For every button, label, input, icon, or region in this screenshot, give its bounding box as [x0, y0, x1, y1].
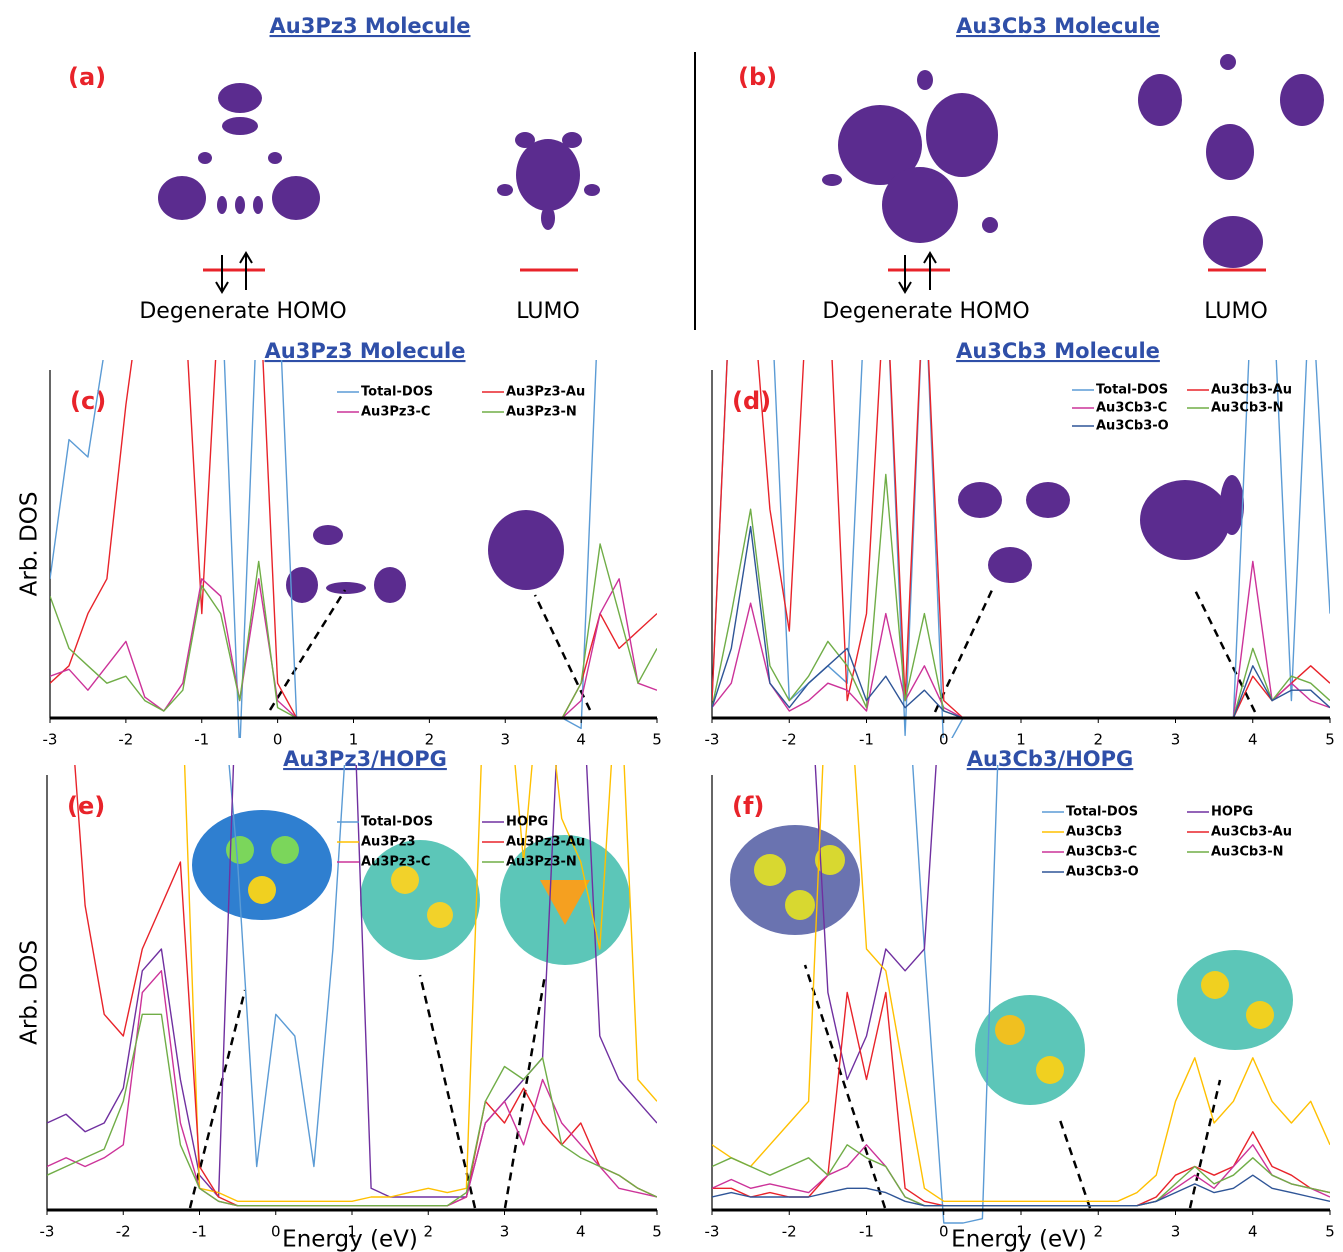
- x-tick-label: 0: [939, 1223, 949, 1241]
- homo-orbital: [158, 83, 320, 220]
- legend-label: Au3Cb3-Au: [1211, 825, 1292, 840]
- x-tick-label: 1: [1016, 731, 1026, 749]
- x-tick-label: -2: [118, 731, 133, 749]
- legend-label: Au3Pz3-N: [506, 855, 577, 870]
- chart-title: Au3Pz3 Molecule: [265, 339, 466, 363]
- chart-title: Au3Cb3/HOPG: [967, 747, 1134, 771]
- x-tick-label: 2: [423, 1223, 433, 1241]
- legend-label: Total-DOS: [361, 815, 433, 830]
- legend-label: Total-DOS: [1066, 805, 1138, 820]
- legend-label: Au3Pz3: [361, 835, 416, 850]
- x-tick-label: 0: [273, 731, 283, 749]
- panel-title: Au3Cb3 Molecule: [956, 14, 1160, 38]
- x-tick-label: 3: [500, 1223, 510, 1241]
- legend-label: Au3Pz3-Au: [506, 835, 585, 850]
- x-tick-label: 2: [1093, 1223, 1103, 1241]
- x-tick-label: -2: [116, 1223, 131, 1241]
- x-tick-label: -3: [705, 731, 720, 749]
- legend-label: Au3Cb3-O: [1096, 419, 1169, 434]
- x-tick-label: 0: [271, 1223, 281, 1241]
- x-tick-label: 1: [349, 731, 359, 749]
- x-tick-label: 3: [1171, 1223, 1181, 1241]
- x-tick-label: 5: [652, 731, 662, 749]
- lumo-orbital: [497, 132, 600, 230]
- lumo-orbital: [1138, 54, 1324, 268]
- legend-label: Au3Cb3-N: [1211, 401, 1284, 416]
- legend-label: Au3Cb3-C: [1066, 845, 1137, 860]
- x-tick-label: 3: [500, 731, 510, 749]
- x-tick-label: -1: [194, 731, 209, 749]
- chart-title: Au3Pz3/HOPG: [283, 747, 447, 771]
- spin-arrows: [899, 253, 936, 292]
- x-tick-label: 1: [1016, 1223, 1026, 1241]
- inset-orbital: [286, 475, 1244, 603]
- orbital-label: LUMO: [516, 299, 580, 324]
- legend-label: Total-DOS: [361, 385, 433, 400]
- legend-label: Au3Cb3-N: [1211, 845, 1284, 860]
- x-tick-label: -2: [782, 1223, 797, 1241]
- dos-line: [50, 579, 657, 718]
- dos-line: [50, 544, 657, 718]
- x-tick-label: -1: [859, 1223, 874, 1241]
- legend-label: HOPG: [506, 815, 548, 830]
- x-tick-label: 1: [347, 1223, 357, 1241]
- y-axis-label: Arb. DOS: [17, 940, 43, 1045]
- inset-arrows: [190, 590, 1255, 1208]
- orbital-label: Degenerate HOMO: [822, 299, 1029, 324]
- panel-title: Au3Pz3 Molecule: [270, 14, 471, 38]
- x-tick-label: 0: [939, 731, 949, 749]
- panel-label: (b): [738, 63, 777, 91]
- spin-arrows: [216, 253, 252, 292]
- dos-line: [47, 1014, 657, 1205]
- x-tick-label: 2: [1093, 731, 1103, 749]
- dos-line: [47, 971, 657, 1206]
- x-tick-label: -2: [782, 731, 797, 749]
- x-tick-label: -3: [705, 1223, 720, 1241]
- panel-label: (a): [68, 63, 106, 91]
- x-tick-label: 4: [1248, 731, 1258, 749]
- legend-label: Au3Pz3-C: [361, 855, 430, 870]
- legend-label: Au3Cb3: [1066, 825, 1122, 840]
- dos-line: [50, 266, 657, 718]
- x-tick-label: 5: [652, 1223, 662, 1241]
- x-tick-label: 5: [1325, 731, 1335, 749]
- x-tick-label: -1: [192, 1223, 207, 1241]
- x-tick-label: -3: [43, 731, 58, 749]
- orbital-label: LUMO: [1204, 299, 1268, 324]
- chart-title: Au3Cb3 Molecule: [956, 339, 1160, 363]
- x-tick-label: 4: [1248, 1223, 1258, 1241]
- x-tick-label: -1: [859, 731, 874, 749]
- legend-label: Au3Pz3-Au: [506, 385, 585, 400]
- panel-label: (c): [70, 387, 106, 415]
- panel-label: (d): [732, 387, 771, 415]
- legend-label: Au3Pz3-C: [361, 405, 430, 420]
- x-tick-label: 2: [425, 731, 435, 749]
- legend-label: HOPG: [1211, 805, 1253, 820]
- legend-label: Au3Cb3-Au: [1211, 383, 1292, 398]
- x-tick-label: 4: [576, 1223, 586, 1241]
- legend-label: Au3Cb3-C: [1096, 401, 1167, 416]
- figure: Au3Pz3 Molecule Au3Cb3 Molecule (a) (b) …: [0, 0, 1343, 1252]
- panel-label: (f): [732, 792, 764, 820]
- y-axis-label: Arb. DOS: [17, 492, 43, 597]
- legend-label: Au3Pz3-N: [506, 405, 577, 420]
- x-tick-label: 5: [1325, 1223, 1335, 1241]
- panel-label: (e): [67, 792, 105, 820]
- x-tick-label: 4: [576, 731, 586, 749]
- x-tick-label: 3: [1171, 731, 1181, 749]
- legend-label: Total-DOS: [1096, 383, 1168, 398]
- legend-label: Au3Cb3-O: [1066, 865, 1139, 880]
- orbital-label: Degenerate HOMO: [139, 299, 346, 324]
- homo-orbital: [822, 70, 998, 243]
- x-tick-label: -3: [40, 1223, 55, 1241]
